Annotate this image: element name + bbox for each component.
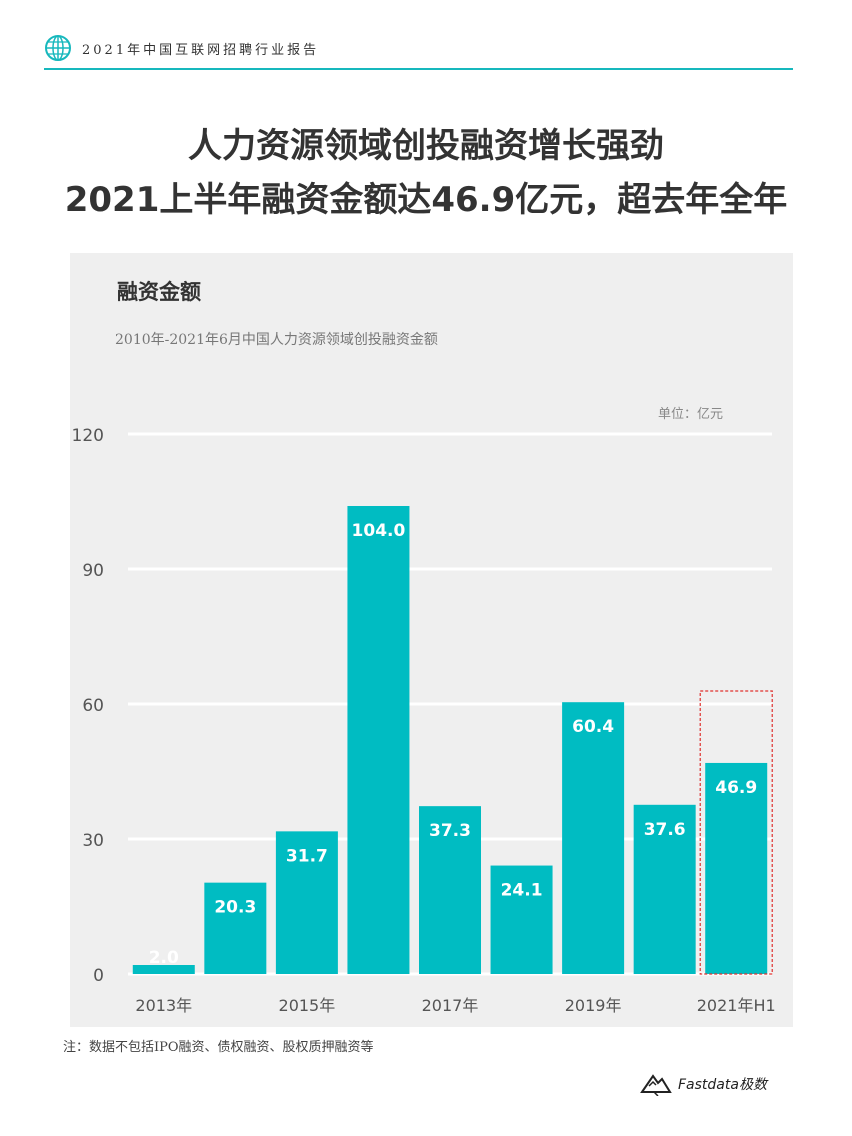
y-tick-label: 60 — [82, 696, 104, 716]
bar-value-label: 46.9 — [715, 778, 757, 798]
x-tick-label: 2015年 — [279, 996, 336, 1015]
mountain-logo-icon — [640, 1074, 672, 1096]
y-tick-label: 0 — [93, 966, 104, 986]
chart-subtitle: 2010年-2021年6月中国人力资源领域创投融资金额 — [115, 332, 438, 348]
x-tick-label: 2021年H1 — [697, 996, 776, 1015]
bar-value-label: 37.3 — [429, 821, 471, 841]
bar — [562, 702, 625, 974]
bar-value-label: 37.6 — [644, 820, 686, 840]
chart-title: 融资金额 — [117, 280, 201, 304]
header-divider — [44, 68, 793, 70]
bar-value-label: 24.1 — [501, 881, 543, 901]
bar-value-label: 2.0 — [149, 948, 179, 968]
bar — [132, 965, 195, 974]
y-tick-label: 90 — [82, 561, 104, 581]
bar — [705, 762, 768, 974]
unit-label: 单位：亿元 — [658, 407, 724, 422]
x-tick-label: 2013年 — [135, 996, 192, 1015]
x-tick-label: 2019年 — [565, 996, 622, 1015]
brand-name: Fastdata极数 — [678, 1077, 767, 1093]
x-tick-label: 2017年 — [422, 996, 479, 1015]
bar — [347, 506, 410, 974]
bar-value-label: 31.7 — [286, 846, 328, 866]
y-tick-label: 120 — [72, 426, 104, 446]
bar — [275, 831, 338, 974]
y-tick-label: 30 — [82, 831, 104, 851]
globe-icon — [45, 35, 71, 61]
bar — [419, 806, 481, 974]
bar-value-label: 60.4 — [572, 717, 614, 737]
footnote: 注：数据不包括IPO融资、债权融资、股权质押融资等 — [63, 1040, 374, 1055]
brand-logo: Fastdata极数 — [640, 1072, 767, 1096]
report-header: 2021年中国互联网招聘行业报告 — [44, 33, 319, 63]
bar — [490, 865, 553, 974]
page-title-line1: 人力资源领域创投融资增长强劲 — [188, 126, 664, 166]
header-title: 2021年中国互联网招聘行业报告 — [82, 42, 320, 58]
bar-value-label: 20.3 — [214, 898, 256, 918]
bar-value-label: 104.0 — [352, 521, 406, 541]
bar — [633, 804, 696, 974]
highlight-box — [699, 690, 773, 975]
page-title-line2: 2021上半年融资金额达46.9亿元，超去年全年 — [64, 180, 788, 220]
bar — [204, 882, 267, 974]
